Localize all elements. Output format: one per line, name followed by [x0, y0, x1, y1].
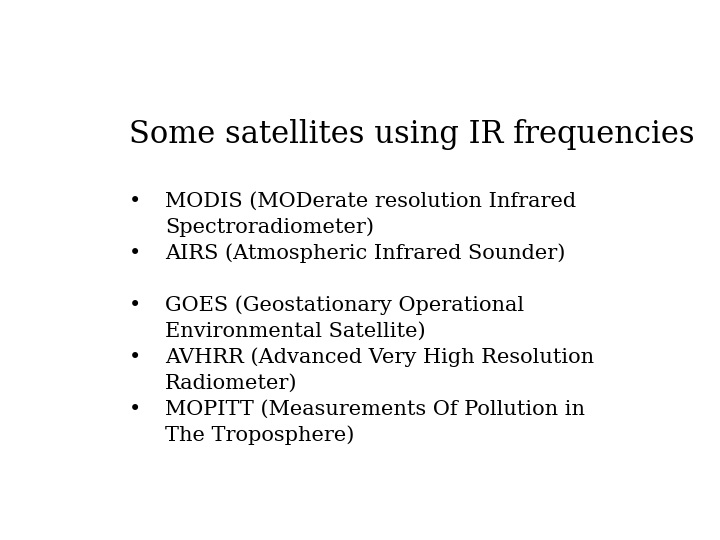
- Text: •: •: [129, 192, 141, 211]
- Text: Environmental Satellite): Environmental Satellite): [166, 321, 426, 340]
- Text: AIRS (Atmospheric Infrared Sounder): AIRS (Atmospheric Infrared Sounder): [166, 244, 566, 264]
- Text: Radiometer): Radiometer): [166, 373, 298, 393]
- Text: AVHRR (Advanced Very High Resolution: AVHRR (Advanced Very High Resolution: [166, 348, 595, 367]
- Text: Some satellites using IR frequencies: Some satellites using IR frequencies: [129, 119, 695, 150]
- Text: •: •: [129, 348, 141, 367]
- Text: •: •: [129, 295, 141, 315]
- Text: GOES (Geostationary Operational: GOES (Geostationary Operational: [166, 295, 524, 315]
- Text: MODIS (MODerate resolution Infrared: MODIS (MODerate resolution Infrared: [166, 192, 577, 211]
- Text: Spectroradiometer): Spectroradiometer): [166, 218, 374, 237]
- Text: MOPITT (Measurements Of Pollution in: MOPITT (Measurements Of Pollution in: [166, 400, 585, 419]
- Text: The Troposphere): The Troposphere): [166, 426, 355, 445]
- Text: •: •: [129, 400, 141, 419]
- Text: •: •: [129, 244, 141, 262]
